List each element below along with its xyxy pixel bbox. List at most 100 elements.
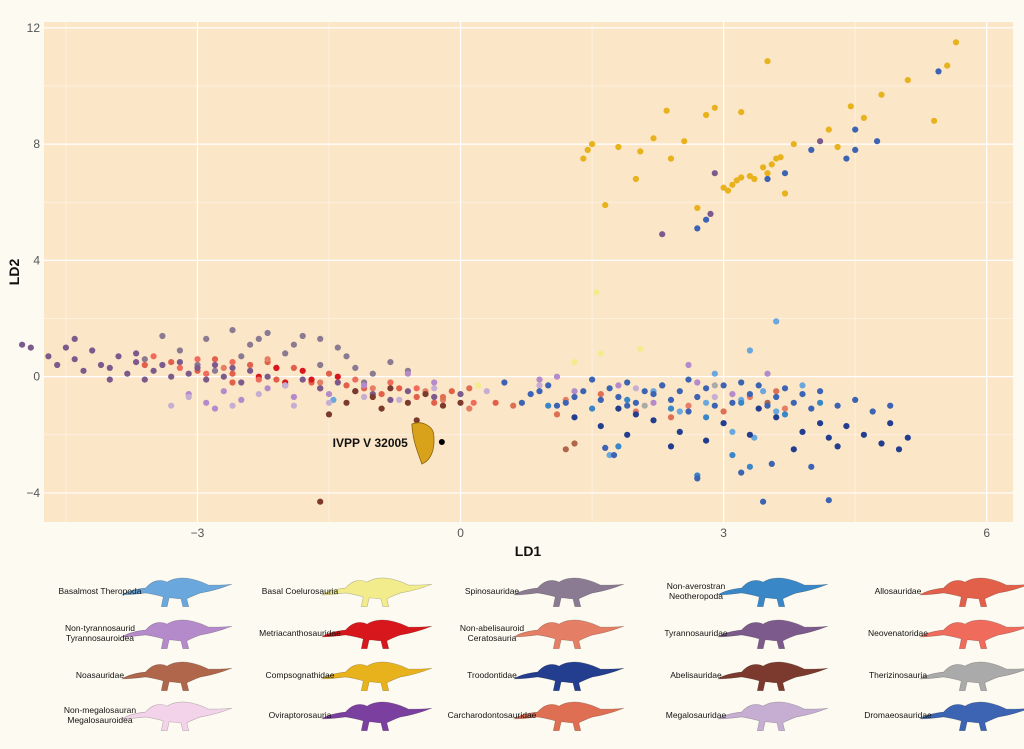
data-point: [738, 469, 745, 476]
data-point: [869, 408, 876, 415]
data-point: [439, 402, 447, 409]
data-point: [878, 91, 885, 98]
coelurosaur-silhouette-icon: [320, 577, 433, 608]
legend-item: Allosauridae: [838, 571, 1024, 611]
data-point: [711, 382, 718, 389]
data-point: [641, 402, 648, 409]
data-point: [852, 396, 859, 403]
data-point: [935, 68, 942, 75]
data-point: [685, 408, 692, 415]
data-point: [317, 361, 324, 369]
data-point: [466, 385, 473, 392]
specimen-annotation: IVPP V 32005: [333, 422, 445, 465]
data-point: [27, 344, 34, 351]
data-point: [325, 399, 333, 406]
data-point: [133, 359, 140, 366]
data-point: [650, 399, 657, 406]
data-point: [852, 126, 859, 133]
data-point: [19, 341, 26, 348]
data-point: [106, 364, 113, 371]
data-point: [203, 370, 210, 377]
data-point: [439, 393, 447, 401]
data-point: [580, 155, 587, 162]
data-point: [247, 341, 254, 348]
data-point: [729, 452, 736, 459]
data-point: [80, 367, 87, 374]
data-point: [62, 344, 69, 351]
data-point: [764, 58, 771, 65]
data-point: [238, 353, 245, 360]
legend-item: Therizinosauria: [838, 655, 1024, 695]
data-point: [760, 388, 767, 395]
data-point: [369, 370, 376, 377]
data-point: [185, 370, 192, 377]
data-point: [396, 385, 403, 392]
legend-label: Allosauridae: [874, 586, 922, 596]
metriacanthosaur-silhouette-icon: [320, 619, 433, 650]
data-point: [159, 361, 166, 369]
data-point: [378, 405, 385, 412]
data-point: [707, 210, 714, 217]
data-point: [413, 417, 420, 424]
data-point: [308, 376, 315, 383]
data-point: [847, 103, 854, 110]
legend-label: Basalmost Theropoda: [58, 586, 142, 596]
data-point: [790, 141, 797, 148]
legend-label: Megalosauridae: [665, 710, 727, 720]
data-point: [746, 173, 754, 180]
data-point: [282, 350, 289, 357]
data-point: [150, 367, 157, 374]
data-point: [738, 174, 745, 181]
legend-item: Basalmost Theropoda: [40, 571, 240, 611]
data-point: [343, 382, 350, 389]
data-point: [317, 335, 324, 342]
data-point: [887, 402, 894, 409]
data-point: [746, 391, 754, 398]
data-point: [615, 405, 622, 412]
data-point: [852, 146, 859, 153]
data-point: [843, 155, 850, 162]
data-point: [694, 475, 701, 482]
data-point: [290, 393, 297, 401]
data-point: [781, 385, 789, 392]
data-point: [694, 379, 701, 386]
data-point: [597, 350, 604, 357]
data-point: [553, 402, 561, 409]
data-point: [431, 393, 438, 401]
data-point: [711, 104, 718, 111]
legend-item: Oviraptorosauria: [240, 695, 440, 735]
data-point: [781, 405, 789, 412]
compsognathus-silhouette-icon: [320, 661, 433, 692]
megalosaur-silhouette-icon: [716, 701, 829, 732]
data-point: [632, 385, 640, 392]
data-point: [703, 414, 710, 421]
data-point: [150, 353, 157, 360]
legend-label: Therizinosauria: [868, 670, 928, 680]
legend-item: Non-abelisauroid Ceratosauria: [432, 613, 632, 653]
data-point: [659, 382, 666, 389]
data-point: [290, 402, 297, 409]
tick-labels: −3 0 3 6 −4 0 4 8 12: [26, 21, 990, 540]
data-point: [562, 446, 569, 453]
data-point: [781, 411, 789, 418]
data-point: [571, 359, 578, 366]
neovenator-silhouette-icon: [918, 619, 1024, 650]
data-point: [773, 393, 780, 401]
specimen-label: IVPP V 32005: [333, 436, 408, 450]
data-point: [404, 399, 411, 406]
data-point: [834, 443, 841, 450]
data-point: [624, 379, 631, 386]
data-point: [580, 388, 587, 395]
data-point: [571, 440, 578, 447]
legend: Basalmost Theropoda Basal Coelurosauria Sp…: [0, 565, 1024, 749]
data-point: [387, 396, 394, 403]
data-point: [501, 379, 508, 386]
data-point: [255, 391, 262, 398]
data-point: [518, 399, 526, 406]
legend-item: Tyrannosauridae: [636, 613, 836, 653]
data-point: [676, 428, 683, 435]
data-point: [343, 353, 350, 360]
data-point: [334, 379, 341, 386]
data-point: [352, 388, 359, 395]
oviraptor-silhouette-icon: [320, 701, 433, 732]
